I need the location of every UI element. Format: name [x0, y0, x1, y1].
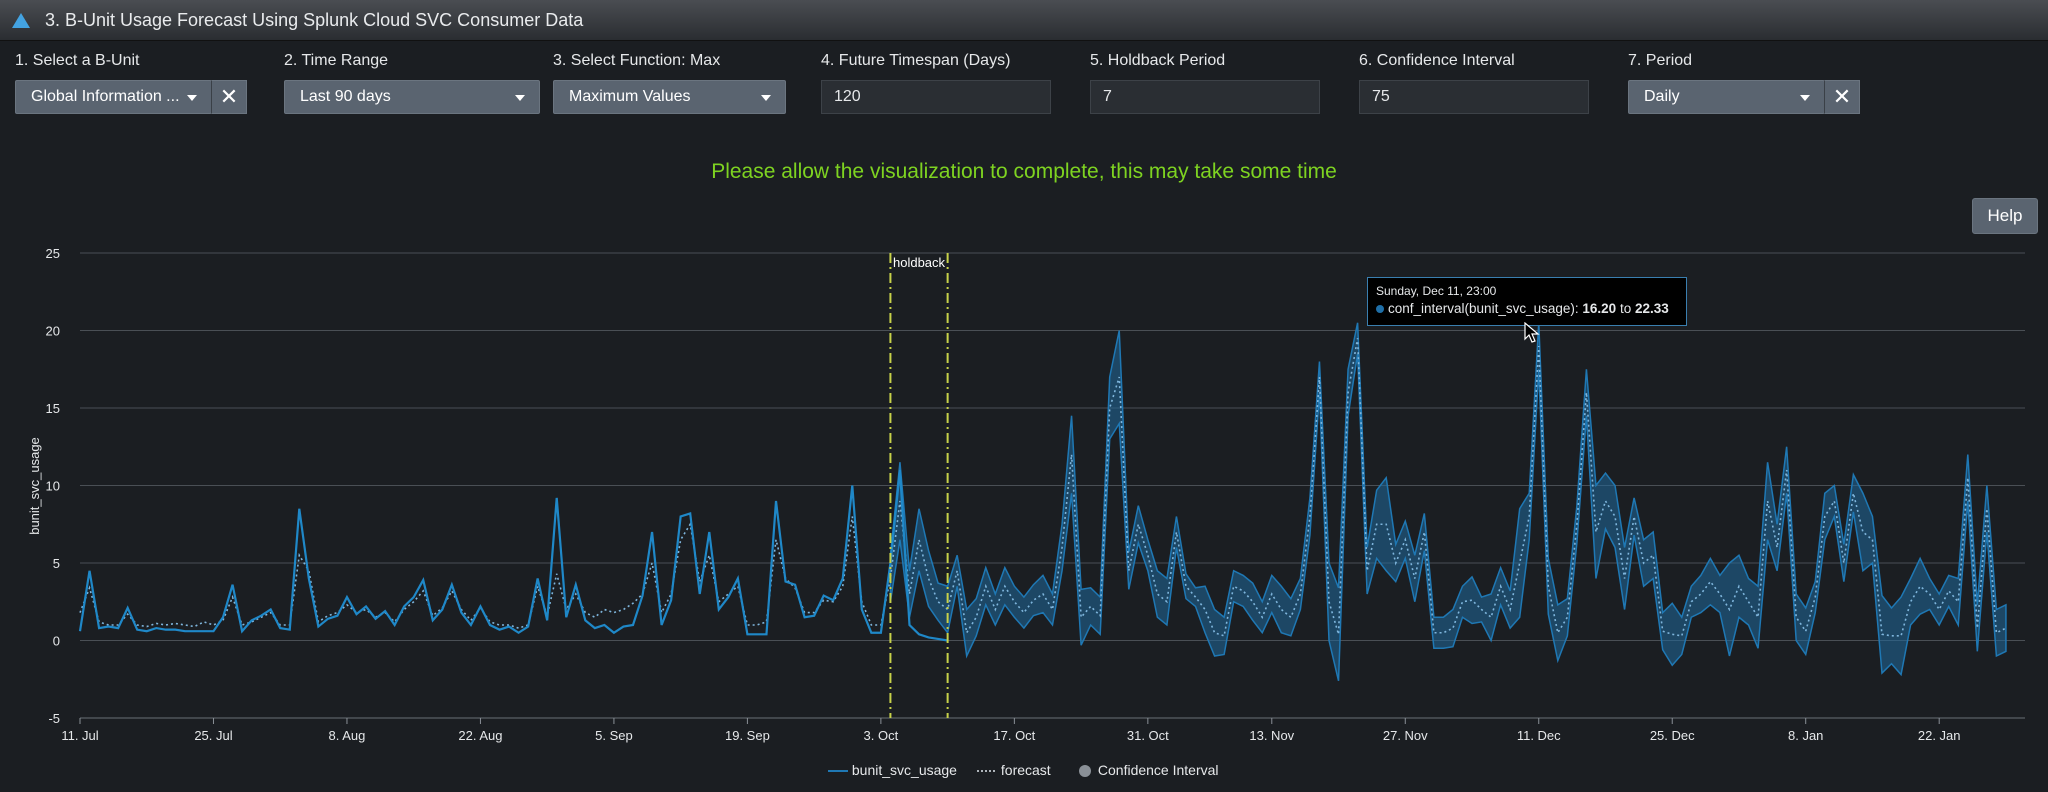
tooltip-date: Sunday, Dec 11, 23:00 — [1376, 284, 1497, 298]
holdback-value: 7 — [1103, 88, 1112, 105]
x-tick-label: 8. Aug — [329, 728, 366, 743]
holdback-input[interactable]: 7 — [1090, 80, 1320, 114]
confidence-input[interactable]: 75 — [1359, 80, 1589, 114]
help-button[interactable]: Help — [1972, 198, 2038, 234]
dotted-line-icon — [977, 770, 997, 773]
forecast-chart-svg: -5 0 5 10 15 20 25 11. Jul 25. Jul 8. Aug 22. Aug… — [27, 246, 2025, 743]
forecast-polyline — [79, 338, 2007, 637]
x-tick-label: 31. Oct — [1127, 728, 1169, 743]
legend-item-forecast[interactable]: forecast — [977, 761, 1051, 779]
time-range-dropdown[interactable]: Last 90 days — [284, 80, 540, 114]
chart-tooltip: Sunday, Dec 11, 23:00 conf_interval(buni… — [1367, 277, 1687, 326]
close-icon: ✕ — [219, 84, 239, 109]
y-tick-label: 20 — [46, 324, 60, 339]
filter-confidence-label: 6. Confidence Interval — [1359, 52, 1515, 69]
tooltip-low: 16.20 — [1582, 301, 1617, 316]
x-tick-label: 8. Jan — [1788, 728, 1823, 743]
period-clear-button[interactable]: ✕ — [1824, 80, 1860, 114]
y-tick-label: 10 — [46, 479, 60, 494]
legend-label-actual: bunit_svc_usage — [851, 762, 957, 778]
filter-period: 7. Period — [1628, 50, 1692, 72]
forecast-chart: -5 0 5 10 15 20 25 11. Jul 25. Jul 8. Aug 22. Aug… — [0, 242, 2048, 787]
chevron-down-icon — [515, 95, 525, 101]
legend-label-confidence: Confidence Interval — [1097, 762, 1219, 778]
future-timespan-value: 120 — [834, 88, 861, 105]
chevron-down-icon — [187, 95, 197, 101]
filter-time-range: 2. Time Range — [284, 50, 388, 72]
y-tick-label: 25 — [46, 246, 60, 261]
filter-time-range-label: 2. Time Range — [284, 52, 389, 69]
period-value: Daily — [1644, 88, 1680, 105]
y-tick-label: 0 — [53, 634, 60, 649]
chevron-down-icon — [761, 95, 771, 101]
filter-future-timespan-label: 4. Future Timespan (Days) — [821, 52, 1011, 69]
y-tick-label: 15 — [46, 401, 60, 416]
legend-label-forecast: forecast — [1000, 762, 1051, 778]
confidence-value: 75 — [1372, 88, 1390, 105]
bunit-dropdown[interactable]: Global Information ... — [15, 80, 212, 114]
title-bar: 3. B-Unit Usage Forecast Using Splunk Cl… — [0, 0, 2048, 41]
y-tick-label: 5 — [53, 556, 60, 571]
filter-bunit-label: 1. Select a B-Unit — [15, 52, 140, 69]
x-tick-label: 27. Nov — [1383, 728, 1428, 743]
holdback-label: holdback — [893, 255, 946, 270]
loading-notice: Please allow the visualization to comple… — [711, 160, 1337, 183]
close-icon: ✕ — [1832, 84, 1852, 109]
chart-legend: bunit_svc_usage forecast Confidence Inte… — [0, 761, 2048, 781]
y-axis-label: bunit_svc_usage — [27, 437, 42, 535]
function-value: Maximum Values — [569, 88, 691, 105]
filter-holdback-label: 5. Holdback Period — [1090, 52, 1226, 69]
filter-function: 3. Select Function: Max — [553, 50, 720, 72]
tooltip-value-row: conf_interval(bunit_svc_usage): 16.20 to… — [1376, 301, 1678, 316]
y-tick-label: -5 — [48, 711, 60, 726]
filter-period-label: 7. Period — [1628, 52, 1693, 69]
confidence-interval-area[interactable] — [889, 322, 2007, 681]
x-tick-label: 11. Dec — [1517, 728, 1561, 743]
app-triangle-icon — [12, 12, 30, 28]
x-tick-label: 17. Oct — [993, 728, 1035, 743]
legend-item-actual[interactable]: bunit_svc_usage — [828, 761, 957, 779]
future-timespan-input[interactable]: 120 — [821, 80, 1051, 114]
confidence-band — [889, 322, 2007, 681]
bunit-dropdown-value: Global Information ... — [31, 88, 180, 105]
tooltip-series: conf_interval(bunit_svc_usage): — [1388, 301, 1579, 316]
solid-line-icon — [828, 770, 848, 773]
x-tick-label: 22. Jan — [1918, 728, 1961, 743]
actual-usage-line[interactable] — [78, 469, 948, 642]
series-dot-icon — [1376, 305, 1384, 313]
circle-icon — [1079, 765, 1091, 778]
filter-holdback: 5. Holdback Period — [1090, 50, 1225, 72]
x-tick-label: 13. Nov — [1249, 728, 1294, 743]
filter-confidence: 6. Confidence Interval — [1359, 50, 1515, 72]
x-tick-label: 19. Sep — [725, 728, 770, 743]
function-dropdown[interactable]: Maximum Values — [553, 80, 786, 114]
x-tick-label: 3. Oct — [864, 728, 899, 743]
gridlines — [79, 252, 2025, 724]
filter-bunit: 1. Select a B-Unit — [15, 50, 140, 72]
filter-bar: 1. Select a B-Unit Global Information ..… — [0, 40, 2048, 130]
bunit-clear-button[interactable]: ✕ — [211, 80, 247, 114]
period-dropdown[interactable]: Daily — [1628, 80, 1825, 114]
x-tick-label: 5. Sep — [595, 728, 633, 743]
chevron-down-icon — [1800, 95, 1810, 101]
actual-polyline — [78, 469, 948, 642]
x-tick-label: 22. Aug — [458, 728, 502, 743]
forecast-line[interactable] — [79, 338, 2007, 637]
mouse-cursor-icon — [1524, 322, 1540, 343]
y-tick-labels: -5 0 5 10 15 20 25 — [46, 246, 60, 726]
tooltip-joiner: to — [1619, 301, 1632, 316]
filter-function-label: 3. Select Function: Max — [553, 52, 721, 69]
page-title: 3. B-Unit Usage Forecast Using Splunk Cl… — [45, 9, 584, 30]
holdback-markers: holdback — [889, 253, 949, 718]
time-range-value: Last 90 days — [300, 88, 391, 105]
filter-future-timespan: 4. Future Timespan (Days) — [821, 50, 1010, 72]
x-tick-label: 25. Jul — [194, 728, 232, 743]
x-tick-label: 25. Dec — [1650, 728, 1695, 743]
x-tick-labels: 11. Jul 25. Jul 8. Aug 22. Aug 5. Sep 19. Sep… — [61, 728, 1960, 743]
x-tick-label: 11. Jul — [61, 728, 98, 743]
tooltip-high: 22.33 — [1634, 301, 1669, 316]
legend-item-confidence[interactable]: Confidence Interval — [1078, 761, 1219, 779]
